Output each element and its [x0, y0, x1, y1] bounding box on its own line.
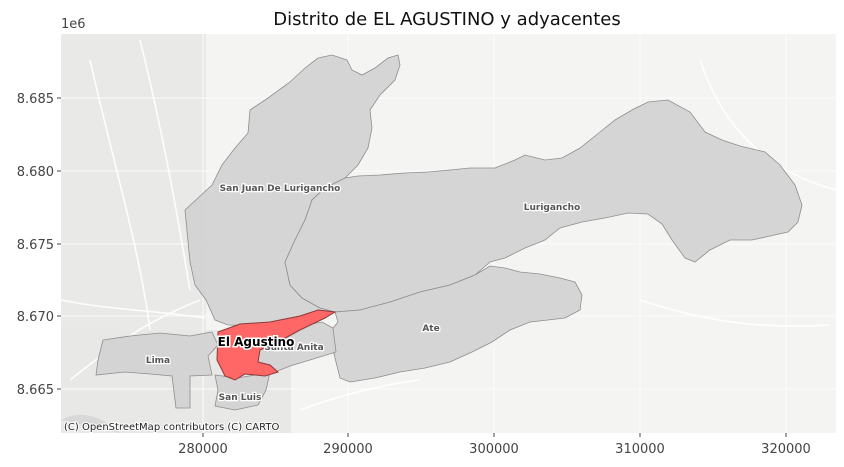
district-lurigancho[interactable] — [284, 99, 803, 313]
label-el-agustino: El Agustino — [218, 335, 295, 349]
district-polygons — [95, 54, 803, 411]
label-san-juan-de-lurigancho: San Juan De Lurigancho — [220, 184, 341, 194]
x-tick-label: 280000 — [178, 442, 228, 457]
y-tick-label: 8.680 — [17, 165, 54, 180]
label-lima: Lima — [146, 356, 170, 366]
x-tick-label: 320000 — [761, 442, 811, 457]
y-tick-label: 8.675 — [17, 238, 54, 253]
label-san-luis: San Luis — [219, 393, 262, 403]
x-axis: 280000 290000 300000 310000 320000 — [178, 433, 811, 457]
district-el-agustino[interactable] — [216, 309, 337, 381]
y-tick-label: 8.665 — [17, 383, 54, 398]
y-axis: 8.685 8.680 8.675 8.670 8.665 — [17, 92, 61, 398]
x-tick-label: 300000 — [469, 442, 519, 457]
label-lurigancho: Lurigancho — [524, 203, 581, 213]
y-tick-label: 8.670 — [17, 310, 54, 325]
district-labels: San Juan De Lurigancho Lurigancho Ate Li… — [145, 183, 582, 405]
district-lima[interactable] — [95, 331, 219, 409]
y-tick-label: 8.685 — [17, 92, 54, 107]
district-ate[interactable] — [329, 265, 583, 383]
district-san-luis[interactable] — [214, 371, 271, 411]
x-tick-label: 310000 — [615, 442, 665, 457]
label-santa-anita: Santa Anita — [264, 343, 323, 353]
label-ate: Ate — [422, 324, 439, 334]
map-title: Distrito de EL AGUSTINO y adyacentes — [273, 9, 620, 30]
y-axis-offset-label: 1e6 — [61, 17, 86, 32]
map-attribution: (C) OpenStreetMap contributors (C) CARTO — [64, 422, 279, 433]
x-tick-label: 290000 — [323, 442, 373, 457]
